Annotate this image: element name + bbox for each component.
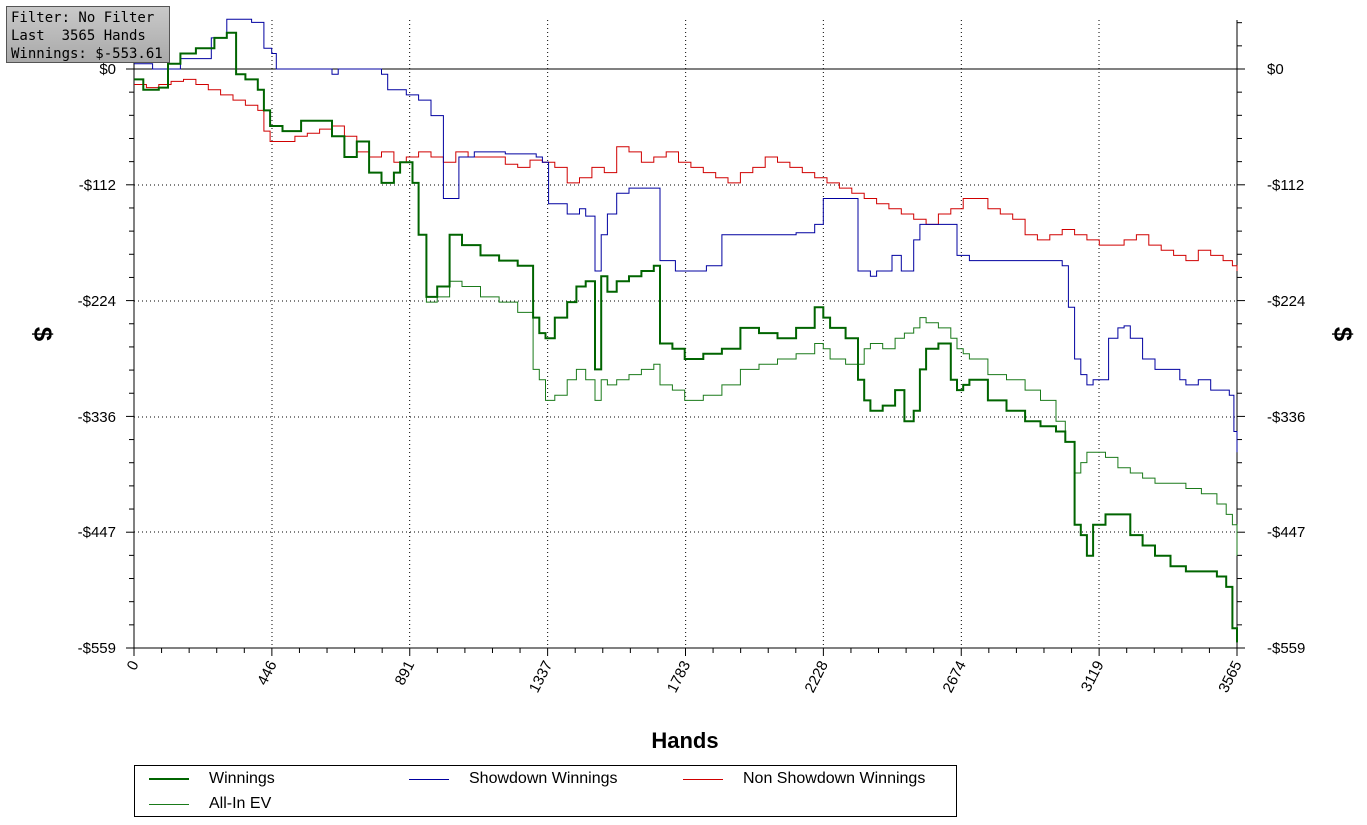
legend-item-allin-ev: All-In EV [149,794,271,814]
series-line-winnings [134,31,1238,643]
series-line-showdown-winnings [134,18,1238,453]
y-tick-label-left: $0 [99,61,116,78]
y-tick-label-right: -$112 [1267,177,1304,194]
x-tick-label: 1337 [526,658,556,695]
legend-item-non-showdown: Non Showdown Winnings [683,769,925,789]
x-tick-label: 3565 [1215,658,1245,695]
legend-swatch-winnings [149,778,189,780]
legend-swatch-non-showdown [683,778,723,780]
x-tick-label: 446 [254,658,281,688]
y-tick-label-right: $0 [1267,61,1284,78]
x-tick-label: 3119 [1078,658,1108,694]
legend-label-showdown: Showdown Winnings [469,770,618,787]
legend-swatch-showdown [409,778,449,780]
legend-swatch-allin-ev [149,803,189,805]
grid-layer [134,20,1237,648]
series-line-all-in-ev [134,32,1238,556]
y-tick-label-right: -$224 [1267,293,1305,310]
series-layer [134,18,1238,643]
y-tick-label-right: -$559 [1267,640,1305,657]
x-tick-label: 0 [124,658,143,673]
legend-label-winnings: Winnings [209,770,275,787]
y-tick-label-left: -$559 [78,640,116,657]
y-tick-label-left: -$336 [78,409,116,426]
info-winnings: Winnings: $-553.61 [11,46,163,62]
info-box: Filter: No Filter Last 3565 Hands Winnin… [6,6,170,63]
y-tick-label-left: -$447 [78,524,116,541]
x-tick-label: 1783 [664,658,694,695]
legend-label-allin-ev: All-In EV [209,795,272,812]
legend-item-winnings: Winnings [149,769,275,789]
y-tick-label-right: -$336 [1267,409,1305,426]
x-tick-label: 2228 [802,658,832,695]
labels-layer: $0 $0 -$112 -$112 -$224 -$224 -$336 -$336 -$447 -… [78,61,1306,696]
y-axis-title-right: $ [1328,327,1358,342]
legend: Winnings Showdown Winnings Non Showdown … [134,765,957,817]
info-last-hands: Last 3565 Hands [11,28,146,44]
legend-item-showdown: Showdown Winnings [409,769,618,789]
x-tick-label: 891 [392,658,419,688]
x-axis-title: Hands [651,728,718,753]
y-tick-label-left: -$112 [79,177,116,194]
x-tick-label: 2674 [940,658,970,695]
series-line-non-showdown-winnings [134,78,1238,271]
y-tick-label-left: -$224 [78,293,116,310]
y-tick-label-right: -$447 [1267,524,1305,541]
info-filter: Filter: No Filter [11,10,155,26]
y-axis-title-left: $ [28,327,58,342]
legend-label-non-showdown: Non Showdown Winnings [743,770,926,787]
